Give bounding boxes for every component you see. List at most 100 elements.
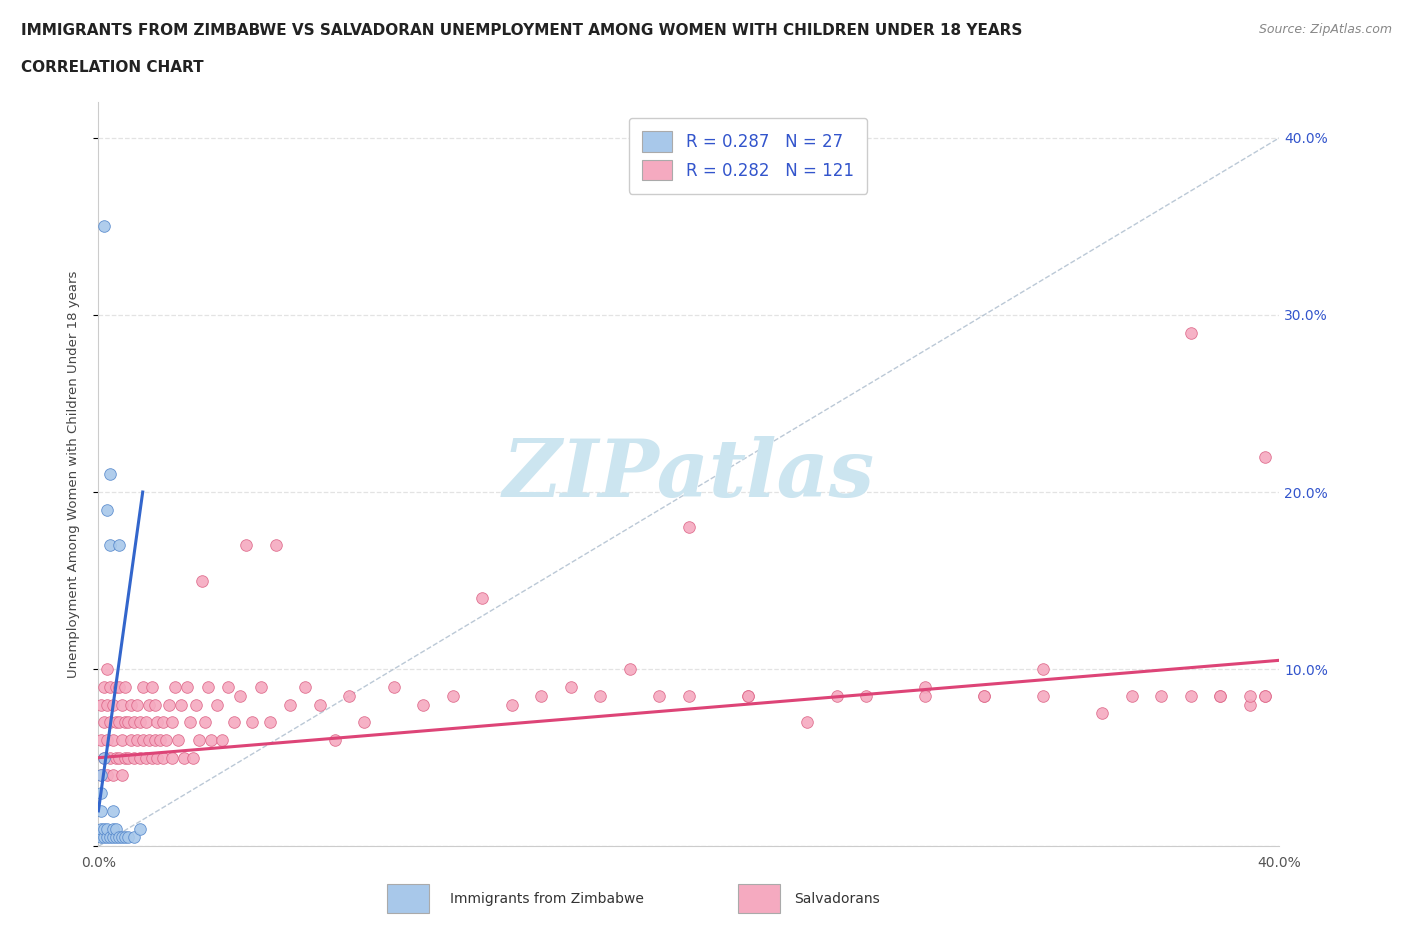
Point bbox=[250, 680, 273, 695]
Point bbox=[501, 698, 523, 712]
Point bbox=[141, 680, 163, 695]
Point bbox=[111, 768, 134, 783]
Point bbox=[152, 751, 174, 765]
Bar bbox=[738, 884, 780, 912]
Point bbox=[105, 751, 128, 765]
Text: Immigrants from Zimbabwe: Immigrants from Zimbabwe bbox=[450, 892, 644, 906]
Point bbox=[98, 715, 121, 730]
Point bbox=[117, 830, 139, 844]
Point bbox=[90, 733, 112, 748]
Point bbox=[165, 680, 187, 695]
Point bbox=[1091, 706, 1114, 721]
Point bbox=[162, 751, 183, 765]
Point bbox=[132, 680, 155, 695]
Point bbox=[259, 715, 281, 730]
Point bbox=[914, 680, 936, 695]
Point bbox=[162, 715, 183, 730]
Point bbox=[96, 830, 118, 844]
Point bbox=[240, 715, 263, 730]
Point bbox=[114, 715, 136, 730]
Point bbox=[98, 751, 121, 765]
Point bbox=[135, 751, 157, 765]
Point bbox=[103, 733, 125, 748]
Point bbox=[105, 830, 128, 844]
Point bbox=[125, 733, 148, 748]
Text: IMMIGRANTS FROM ZIMBABWE VS SALVADORAN UNEMPLOYMENT AMONG WOMEN WITH CHILDREN UN: IMMIGRANTS FROM ZIMBABWE VS SALVADORAN U… bbox=[21, 23, 1022, 38]
Point bbox=[105, 821, 128, 836]
Point bbox=[184, 698, 207, 712]
Point bbox=[191, 573, 214, 588]
Point bbox=[1121, 688, 1143, 703]
Point bbox=[96, 821, 118, 836]
Point bbox=[678, 520, 700, 535]
Point bbox=[235, 538, 257, 552]
Point bbox=[90, 768, 112, 783]
Point bbox=[205, 698, 228, 712]
Point bbox=[111, 830, 134, 844]
Point bbox=[914, 688, 936, 703]
Legend: R = 0.287   N = 27, R = 0.282   N = 121: R = 0.287 N = 27, R = 0.282 N = 121 bbox=[628, 118, 868, 193]
Point bbox=[93, 830, 115, 844]
Point bbox=[120, 733, 142, 748]
Point bbox=[105, 715, 128, 730]
Point bbox=[796, 715, 818, 730]
Point bbox=[93, 680, 115, 695]
Point bbox=[146, 751, 169, 765]
Point bbox=[353, 715, 375, 730]
Point bbox=[93, 751, 115, 765]
Point bbox=[108, 715, 131, 730]
Point bbox=[96, 698, 118, 712]
Point bbox=[173, 751, 195, 765]
Point bbox=[157, 698, 180, 712]
Point bbox=[200, 733, 222, 748]
Point bbox=[197, 680, 219, 695]
Point bbox=[128, 821, 150, 836]
Point bbox=[179, 715, 201, 730]
Point bbox=[1209, 688, 1232, 703]
Point bbox=[90, 768, 112, 783]
Point bbox=[141, 751, 163, 765]
Point bbox=[128, 715, 150, 730]
Point bbox=[93, 751, 115, 765]
Point bbox=[138, 698, 160, 712]
Point bbox=[176, 680, 198, 695]
Point bbox=[108, 680, 131, 695]
Y-axis label: Unemployment Among Women with Children Under 18 years: Unemployment Among Women with Children U… bbox=[67, 271, 80, 678]
Point bbox=[114, 830, 136, 844]
Point bbox=[155, 733, 177, 748]
Point bbox=[1180, 326, 1202, 340]
Point bbox=[98, 467, 121, 482]
Point bbox=[264, 538, 287, 552]
Point bbox=[339, 688, 360, 703]
Point bbox=[96, 733, 118, 748]
Point bbox=[973, 688, 995, 703]
Point bbox=[825, 688, 848, 703]
Point bbox=[1209, 688, 1232, 703]
Point bbox=[1180, 688, 1202, 703]
Point bbox=[96, 768, 118, 783]
Point bbox=[90, 830, 112, 844]
Point bbox=[98, 680, 121, 695]
Point bbox=[103, 804, 125, 818]
Point bbox=[1254, 688, 1277, 703]
Point bbox=[648, 688, 671, 703]
Point bbox=[105, 680, 128, 695]
Point bbox=[98, 830, 121, 844]
Point bbox=[103, 821, 125, 836]
Point bbox=[309, 698, 332, 712]
Point bbox=[111, 733, 134, 748]
Point bbox=[103, 698, 125, 712]
Point bbox=[111, 698, 134, 712]
Point bbox=[1032, 688, 1054, 703]
Point bbox=[114, 680, 136, 695]
Point bbox=[143, 733, 166, 748]
Point bbox=[170, 698, 193, 712]
Point bbox=[98, 538, 121, 552]
Point bbox=[441, 688, 464, 703]
Point bbox=[132, 733, 155, 748]
Point bbox=[1239, 698, 1261, 712]
Text: ZIPatlas: ZIPatlas bbox=[503, 435, 875, 513]
Point bbox=[128, 751, 150, 765]
Text: Source: ZipAtlas.com: Source: ZipAtlas.com bbox=[1258, 23, 1392, 36]
Point bbox=[278, 698, 302, 712]
